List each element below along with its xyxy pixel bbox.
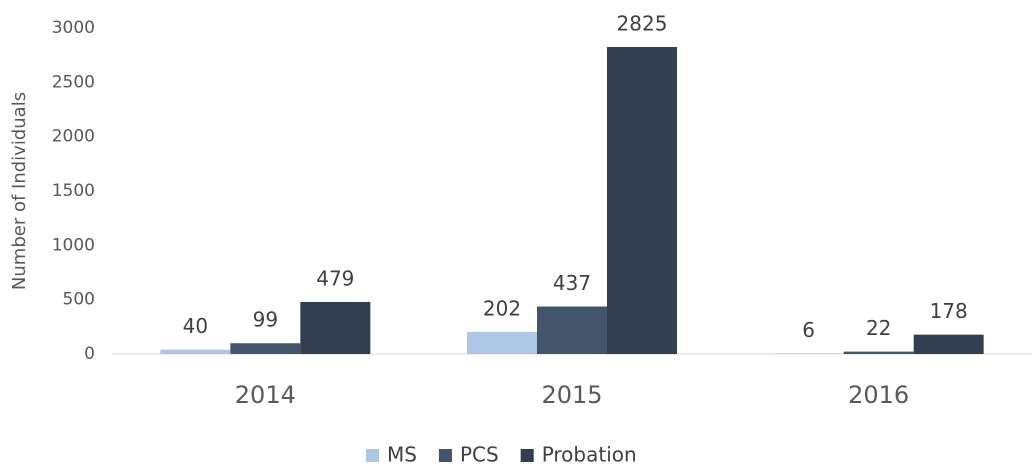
y-tick-label: 2500: [52, 72, 95, 92]
x-tick-label: 2015: [541, 381, 602, 409]
bar: [913, 334, 984, 354]
bar: [300, 301, 371, 354]
legend-swatch: [520, 449, 534, 462]
bar: [160, 349, 231, 354]
y-tick-label: 3000: [52, 18, 95, 38]
y-tick-label: 500: [63, 290, 95, 310]
data-label: 2825: [617, 12, 668, 36]
bar: [607, 47, 677, 355]
legend-swatch: [438, 449, 452, 462]
y-tick-label: 1000: [52, 235, 95, 255]
bar: [773, 353, 844, 354]
bar: [230, 343, 301, 354]
y-tick-label: 1500: [52, 181, 95, 201]
data-label: 22: [866, 316, 891, 340]
bar: [537, 306, 607, 354]
legend-label: MS: [387, 443, 417, 467]
y-axis-label: Number of Individuals: [9, 92, 30, 290]
data-label: 178: [930, 299, 968, 323]
x-tick-label: 2016: [848, 381, 909, 409]
legend-label: PCS: [460, 443, 499, 467]
data-label: 99: [253, 308, 278, 332]
data-label: 437: [553, 271, 591, 295]
data-label: 6: [802, 318, 815, 342]
data-label: 202: [483, 297, 521, 321]
data-label: 40: [183, 314, 208, 338]
bar: [843, 351, 914, 354]
legend-swatch: [366, 449, 379, 462]
data-label: 479: [316, 266, 354, 290]
x-tick-label: 2014: [235, 381, 296, 409]
bar: [467, 332, 537, 354]
legend-label: Probation: [542, 443, 637, 467]
y-tick-label: 2000: [52, 127, 95, 147]
y-tick-label: 0: [84, 344, 95, 364]
